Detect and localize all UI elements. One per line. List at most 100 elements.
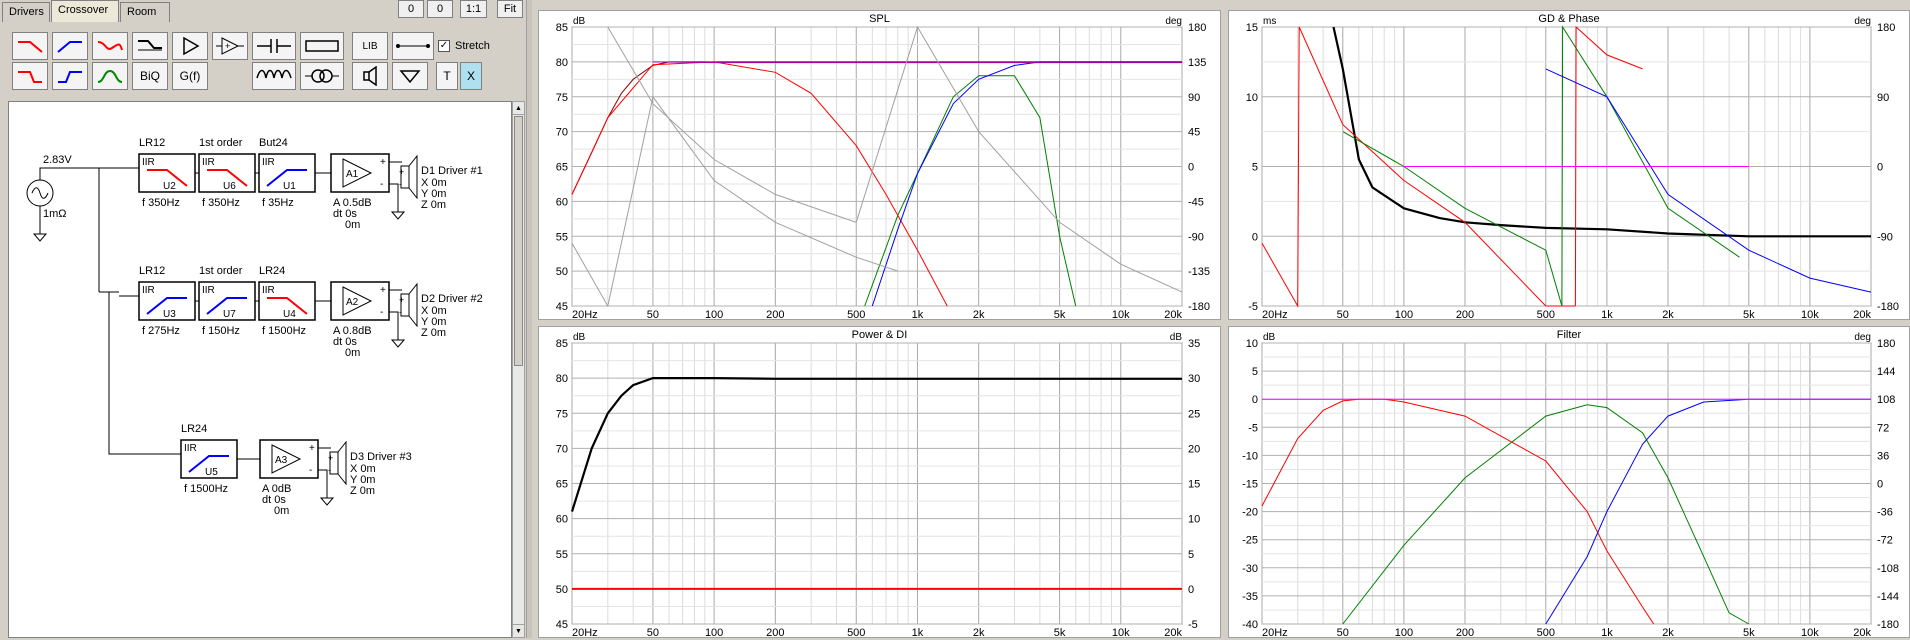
x-tick-label: 20k bbox=[1853, 627, 1871, 639]
speaker-icon bbox=[363, 66, 377, 86]
ground-tool-button[interactable] bbox=[392, 62, 428, 90]
filter-curve-icon bbox=[267, 297, 308, 315]
y-tick-label: -30 bbox=[1242, 563, 1258, 575]
text-tool-button[interactable]: T bbox=[436, 62, 458, 90]
x-tick-label: 100 bbox=[1395, 309, 1413, 321]
amp-name: A1 bbox=[346, 169, 359, 180]
amplifier-tool-button[interactable] bbox=[172, 32, 208, 60]
zoom-1to1-button[interactable]: 1:1 bbox=[460, 0, 487, 18]
zoom-y-field[interactable]: 0 bbox=[427, 0, 453, 18]
svg-text:+: + bbox=[225, 41, 230, 51]
allpass-icon bbox=[97, 41, 123, 51]
speaker-cone-icon bbox=[337, 440, 347, 486]
wire bbox=[389, 289, 402, 340]
x-tick-label: 20Hz bbox=[1262, 309, 1288, 321]
chart-gd-right-unit: deg bbox=[1854, 16, 1871, 27]
tab-crossover[interactable]: Crossover bbox=[51, 0, 119, 22]
y-tick-label: 60 bbox=[556, 514, 568, 526]
y2-tick-label: 0 bbox=[1188, 584, 1194, 596]
amp-block-A1 bbox=[330, 153, 390, 193]
amp-plus: + bbox=[309, 443, 315, 454]
summer-tool-button[interactable]: + bbox=[212, 32, 248, 60]
bandpass-tool-button[interactable] bbox=[92, 62, 128, 90]
amp-distance: 0m bbox=[345, 347, 360, 359]
x-tick-label: 50 bbox=[1337, 309, 1349, 321]
allpass-tool-button[interactable] bbox=[92, 32, 128, 60]
x-tick-label: 500 bbox=[1537, 627, 1555, 639]
series-line-0 bbox=[1261, 398, 1655, 625]
filter-type: IIR bbox=[262, 285, 275, 296]
transformer-tool-button[interactable] bbox=[300, 62, 344, 90]
resistor-tool-button[interactable] bbox=[300, 32, 344, 60]
series-line-5 bbox=[571, 95, 898, 308]
highpass-tool-button[interactable] bbox=[52, 32, 88, 60]
x-tick-label: 50 bbox=[647, 627, 659, 639]
tab-drivers[interactable]: Drivers bbox=[2, 2, 50, 22]
wire-tool-button[interactable] bbox=[392, 32, 434, 60]
schematic-canvas[interactable]: 2.83V 1mΩ LR12 IIR U2 f 350Hz 1st order IIR U6 f … bbox=[8, 101, 512, 638]
y2-tick-label: 0 bbox=[1877, 162, 1883, 174]
y2-tick-label: 108 bbox=[1877, 394, 1895, 406]
filter-name: U6 bbox=[223, 181, 236, 192]
lowpass2-tool-button[interactable] bbox=[12, 62, 48, 90]
filter-name: U2 bbox=[163, 181, 176, 192]
shelf-tool-button[interactable] bbox=[132, 32, 168, 60]
lowpass-tool-button[interactable] bbox=[12, 32, 48, 60]
driver-tool-button[interactable] bbox=[352, 62, 388, 90]
speaker-icon bbox=[400, 165, 410, 189]
chart-filter[interactable]: Filter dB deg 10 5 0 -5 -10 -15 -20 -25 -30 -35 -4… bbox=[1228, 326, 1910, 639]
ground-icon bbox=[399, 70, 421, 84]
chart-spl[interactable]: SPL dB deg 85 80 75 70 65 60 55 50 45 180 135 90 45 0… bbox=[538, 10, 1221, 321]
ground-icon bbox=[319, 497, 335, 506]
x-tick-label: 2k bbox=[973, 627, 985, 639]
chart-gd-left-unit: ms bbox=[1263, 16, 1277, 27]
filter-curve-icon bbox=[207, 169, 248, 187]
y2-tick-label: 45 bbox=[1188, 127, 1200, 139]
tab-room[interactable]: Room bbox=[120, 2, 170, 22]
stretch-label: Stretch bbox=[455, 40, 490, 52]
y-tick-label: -5 bbox=[1248, 422, 1258, 434]
y2-tick-label: 90 bbox=[1188, 92, 1200, 104]
y-tick-label: 10 bbox=[1246, 338, 1258, 350]
ground-icon bbox=[390, 339, 406, 348]
scroll-down-arrow[interactable]: ▼ bbox=[513, 624, 524, 637]
zoom-fit-button[interactable]: Fit bbox=[497, 0, 523, 18]
filter-freq: f 1500Hz bbox=[184, 483, 228, 495]
filter-header: LR24 bbox=[259, 265, 285, 277]
filter-header: LR24 bbox=[181, 423, 207, 435]
bandpass-icon bbox=[97, 69, 123, 83]
biquad-button[interactable]: BiQ bbox=[132, 62, 168, 90]
scroll-thumb[interactable] bbox=[514, 116, 523, 366]
y-tick-label: 15 bbox=[1246, 22, 1258, 34]
schematic-scrollbar[interactable]: ▲ ▼ bbox=[512, 101, 525, 638]
speaker-icon bbox=[400, 293, 410, 317]
amplifier-icon bbox=[342, 286, 373, 316]
library-button[interactable]: LIB bbox=[352, 32, 388, 60]
wire-icon bbox=[396, 44, 430, 48]
inductor-tool-button[interactable] bbox=[252, 62, 296, 90]
chart-power-right-unit: dB bbox=[1169, 332, 1182, 343]
filter-curve-icon bbox=[147, 169, 188, 187]
transfer-function-button[interactable]: G(f) bbox=[172, 62, 208, 90]
stretch-checkbox[interactable]: ✓ bbox=[438, 40, 450, 52]
y2-tick-label: 180 bbox=[1188, 22, 1206, 34]
y2-tick-label: -180 bbox=[1877, 301, 1899, 313]
x-tick-label: 5k bbox=[1054, 309, 1066, 321]
amp-gain: A 0.5dB bbox=[333, 197, 372, 209]
driver-plus: + bbox=[399, 295, 404, 305]
scroll-up-arrow[interactable]: ▲ bbox=[513, 102, 524, 115]
capacitor-tool-button[interactable] bbox=[252, 32, 296, 60]
y2-tick-label: -5 bbox=[1188, 619, 1198, 631]
highpass2-tool-button[interactable] bbox=[52, 62, 88, 90]
chart-power-di[interactable]: Power & DI dB dB 85 80 75 70 65 60 55 50 45 35 30 2… bbox=[538, 326, 1221, 639]
pane-splitter[interactable] bbox=[526, 0, 532, 638]
amp-plus: + bbox=[380, 157, 386, 168]
y-tick-label: 5 bbox=[1252, 162, 1258, 174]
y-tick-label: 60 bbox=[556, 196, 568, 208]
y2-tick-label: 72 bbox=[1877, 422, 1889, 434]
speaker-cone-icon bbox=[408, 282, 418, 328]
delete-tool-button[interactable]: X bbox=[460, 62, 482, 90]
chart-gd-phase[interactable]: GD & Phase ms deg 15 10 5 0 -5 180 90 0 -90 -180 2… bbox=[1228, 10, 1910, 321]
zoom-x-field[interactable]: 0 bbox=[398, 0, 424, 18]
